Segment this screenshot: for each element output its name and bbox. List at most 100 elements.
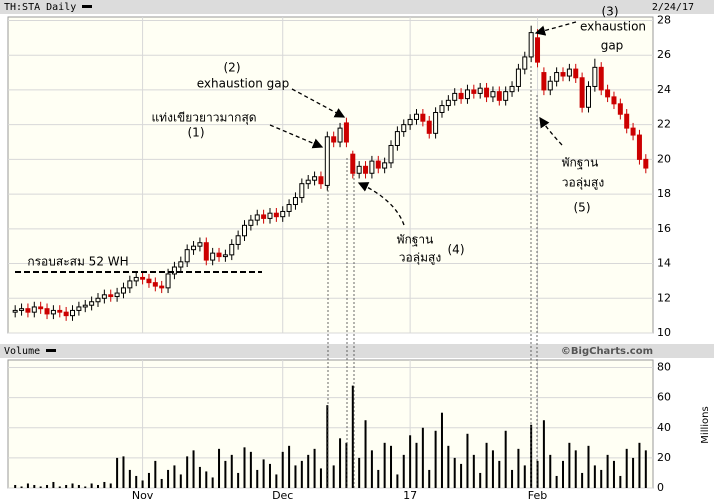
x-tick-label: 17 (403, 489, 417, 502)
candle-body (554, 72, 560, 82)
candle-body (337, 127, 343, 143)
volume-bar (606, 454, 609, 488)
volume-bar (364, 420, 367, 488)
y-tick-label: 28 (657, 13, 671, 26)
menu-icon (46, 349, 56, 352)
arrow (269, 124, 324, 149)
chart-date: 2/24/17 (652, 2, 694, 13)
candle-body (165, 273, 171, 289)
volume-bar (77, 484, 80, 488)
volume-bar (116, 457, 119, 488)
candle-body (324, 136, 330, 186)
volume-bar (128, 469, 131, 488)
candle-body (178, 261, 184, 268)
y2-tick-label: 0 (657, 481, 664, 494)
y-tick-label: 12 (657, 291, 671, 304)
candle-body (535, 37, 541, 63)
candle-body (318, 176, 324, 185)
candle-body (152, 282, 158, 287)
volume-bar (205, 471, 208, 488)
candle-body (585, 85, 591, 108)
volume-bar (319, 468, 322, 488)
candle-body (235, 235, 241, 245)
volume-bar (491, 450, 494, 488)
volume-bar (345, 442, 348, 488)
volume-bar (39, 486, 42, 488)
candle-body (12, 309, 18, 313)
candle-body (433, 111, 439, 134)
header-bar (0, 0, 714, 14)
candle-body (191, 245, 197, 251)
volume-bar (593, 465, 596, 488)
volume-bar (600, 469, 603, 488)
annotation: กรอบสะสม 52 WH (27, 255, 128, 269)
annotation: วอลุ่มสูง (399, 251, 441, 266)
candle-body (312, 176, 318, 181)
volume-bar (281, 451, 284, 488)
volume-bar (154, 460, 157, 488)
volume-axis-label: Millions (700, 406, 711, 443)
candle-body (413, 113, 419, 120)
candle-body (566, 68, 572, 77)
arrow (291, 88, 346, 118)
candle-body (203, 242, 209, 261)
volume-bar (294, 465, 297, 488)
volume-bar (230, 454, 233, 488)
volume-bar (288, 445, 291, 488)
candle-body (439, 105, 445, 113)
candle-body (127, 280, 133, 289)
y-tick-label: 26 (657, 48, 671, 61)
candle-body (541, 72, 547, 91)
candle-body (452, 92, 458, 101)
volume-bar (71, 483, 74, 488)
volume-bar (307, 454, 310, 488)
y-tick-label: 16 (657, 222, 671, 235)
annotation: exhaustion (580, 20, 646, 34)
candle-body (108, 294, 114, 298)
annotation: (3) (602, 5, 619, 19)
volume-bar (530, 424, 533, 488)
annotation: (1) (188, 126, 205, 140)
volume-bar (466, 433, 469, 488)
volume-bar (625, 448, 628, 488)
candle-body (547, 80, 553, 91)
candle-body (426, 120, 432, 134)
annotation: วอลุ่มสูง (562, 176, 604, 191)
candle-body (624, 113, 630, 129)
volume-bar (186, 456, 189, 488)
y-tick-label: 20 (657, 152, 671, 165)
candle-body (464, 89, 470, 100)
volume-bar (351, 385, 354, 488)
candle-body (292, 197, 298, 206)
candle-body (331, 136, 337, 143)
candle-body (598, 66, 604, 91)
candle-body (363, 165, 369, 174)
candle-body (76, 306, 82, 311)
x-tick-label: Nov (132, 489, 154, 502)
volume-bar (383, 442, 386, 488)
volume-bar (262, 459, 265, 488)
volume-bar (198, 466, 201, 488)
volume-bar (90, 483, 93, 488)
candle-body (50, 309, 56, 315)
price-panel (7, 16, 654, 334)
candle-body (401, 124, 407, 133)
volume-bar (632, 457, 635, 488)
candle-body (356, 165, 362, 174)
candle-body (369, 160, 375, 174)
volume-bar (479, 472, 482, 488)
volume-bar (421, 427, 424, 488)
volume-bar (447, 445, 450, 488)
volume-bar (167, 469, 170, 488)
volume-bar (402, 454, 405, 488)
volume-bar (332, 465, 335, 488)
volume-bar (485, 442, 488, 488)
volume-bar (523, 465, 526, 488)
candle-body (573, 68, 579, 79)
volume-bar (14, 484, 17, 488)
candle-body (19, 308, 25, 311)
candle-body (503, 91, 509, 101)
volume-bar (218, 448, 221, 488)
volume-bar (619, 475, 622, 488)
volume-bar (20, 486, 23, 488)
